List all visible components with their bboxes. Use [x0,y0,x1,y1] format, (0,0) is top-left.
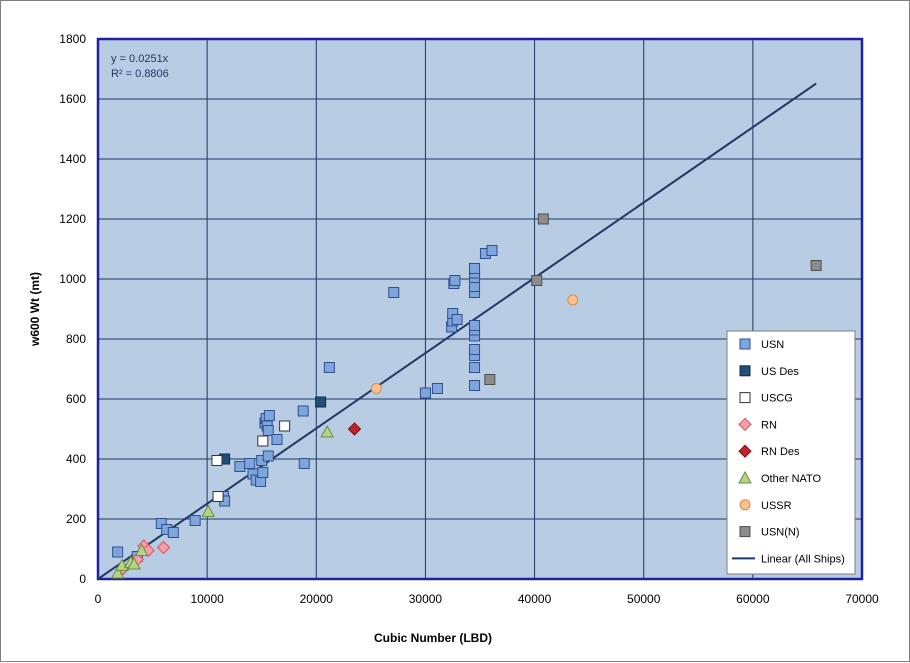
y-tick-label: 200 [66,512,86,526]
x-tick-label: 70000 [845,592,879,606]
point-usn-n [810,260,822,271]
point-other-nato [201,504,216,517]
legend-label-trendline: Linear (All Ships) [761,553,845,565]
point-usn [469,263,481,274]
r-squared-label: R² = 0.8806 [111,68,169,80]
x-tick-label: 0 [95,592,102,606]
point-other-nato [320,424,335,438]
point-usn [112,546,124,558]
point-usn [297,405,309,417]
legend-label-uscg: USCG [761,393,793,405]
legend-label-rn: RN [761,419,777,431]
point-other-nato [127,556,141,570]
point-usn [486,245,498,256]
x-tick-label: 60000 [736,592,770,606]
y-axis-title: w600 Wt (mt) [28,272,42,347]
legend-marker-usn [739,338,751,350]
point-ussr [567,294,579,306]
legend-marker-rn-des [738,444,752,458]
legend-label-usn: USN [761,339,784,351]
x-axis-ticks: 0 10000 20000 30000 40000 50000 60000 70000 [95,592,879,606]
point-usn [167,527,179,538]
point-usn [234,461,246,472]
point-usn-n [484,374,496,385]
legend: USN US Des USCG RN RN Des Other NATO USSR USN(N… [726,330,856,575]
x-axis-title: Cubic Number (LBD) [374,631,492,645]
point-usn [323,362,335,373]
point-usn [244,458,256,469]
point-usn [451,314,463,325]
y-tick-label: 0 [79,572,86,586]
point-ussr [370,383,382,394]
point-usn-n [537,213,549,225]
point-rn [156,540,171,555]
point-uscg [279,420,291,432]
point-usn [469,380,481,391]
legend-items: USN US Des USCG RN RN Des Other NATO USSR USN(N… [732,338,845,565]
y-tick-label: 1200 [59,212,86,226]
point-other-nato [134,543,149,556]
point-uscg [257,435,269,447]
y-tick-label: 1600 [59,92,86,106]
y-tick-label: 400 [66,452,86,466]
legend-marker-ussr [739,499,751,511]
point-usn [271,434,283,445]
point-usn [257,467,269,478]
legend-label-ussr: USSR [761,500,792,512]
point-uscg [212,491,224,502]
y-tick-label: 1000 [59,272,86,286]
point-usn [263,410,275,421]
x-tick-label: 20000 [300,592,334,606]
trendline-equation: y = 0.0251x [111,53,169,65]
legend-label-rn-des: RN Des [761,446,800,458]
plot-border [96,37,864,581]
legend-marker-usn-n [739,526,751,538]
x-tick-label: 30000 [409,592,443,606]
x-tick-label: 40000 [518,592,552,606]
point-usn-n [531,275,543,286]
point-usn [189,515,201,526]
y-tick-label: 1400 [59,152,86,166]
point-usn [469,344,481,355]
data-points [110,213,822,579]
legend-marker-us-des [739,365,751,377]
point-usn [469,320,481,331]
legend-label-us-des: US Des [761,366,799,378]
point-uscg [211,455,223,466]
legend-label-other-nato: Other NATO [761,473,822,485]
point-usn [469,362,481,373]
x-tick-label: 10000 [190,592,224,606]
y-tick-label: 1800 [59,32,86,46]
legend-marker-uscg [739,392,751,404]
point-other-nato [110,565,125,579]
y-axis-ticks: 0 200 400 600 800 1000 1200 1400 1600 1800 [59,32,86,586]
point-usn [262,450,274,462]
point-usn [449,275,461,286]
point-us-des [315,396,327,408]
x-tick-label: 50000 [627,592,661,606]
y-tick-label: 600 [66,392,86,406]
legend-marker-other-nato [738,470,752,484]
point-usn [298,458,310,469]
point-rn-des [347,422,362,436]
legend-marker-rn [738,417,752,432]
legend-label-usn-n: USN(N) [761,527,800,539]
y-tick-label: 800 [66,332,86,346]
point-usn [419,387,431,399]
point-usn [431,383,443,394]
point-usn [388,287,400,298]
